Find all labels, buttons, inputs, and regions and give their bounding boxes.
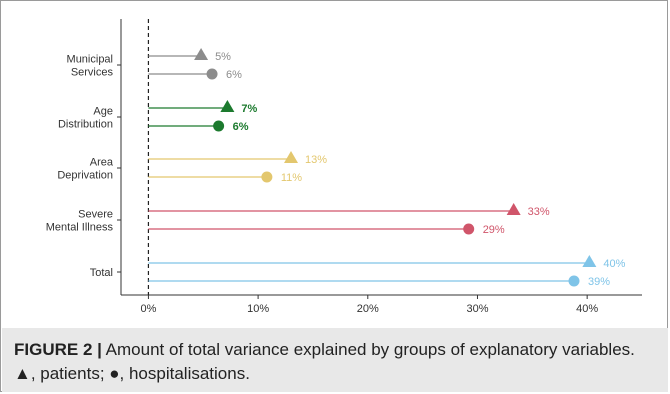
category-label: Area Deprivation: [57, 157, 114, 182]
x-tick-label: 30%: [466, 303, 488, 315]
category-label: Total: [90, 267, 113, 279]
triangle-marker: [582, 255, 597, 267]
triangle-marker: [194, 48, 209, 60]
x-tick-label: 10%: [247, 303, 269, 315]
figure-caption: FIGURE 2 | Amount of total variance expl…: [14, 338, 654, 386]
caption-text: Amount of total variance explained by gr…: [14, 340, 635, 383]
category-label-line: Age: [93, 106, 113, 118]
axes: 0% 10% 20% 30% 40% Municipal Services Age Distri…: [46, 19, 642, 315]
x-tick-label: 0%: [140, 303, 156, 315]
category-label-line: Deprivation: [57, 170, 113, 182]
category-label-line: Distribution: [58, 119, 113, 131]
value-label: 33%: [528, 206, 550, 218]
category-label-line: Municipal: [67, 54, 113, 66]
triangle-marker: [506, 203, 521, 215]
value-label: 39%: [588, 276, 610, 288]
figure-label: FIGURE 2 |: [14, 340, 102, 359]
value-label: 6%: [226, 69, 242, 81]
category-label-line: Area: [90, 157, 114, 169]
category-label-line: Services: [71, 67, 114, 79]
value-label: 11%: [281, 172, 302, 184]
triangle-marker: [220, 100, 235, 112]
category-label: Municipal Services: [67, 54, 114, 79]
category-label-line: Total: [90, 267, 113, 279]
x-tick-label: 20%: [357, 303, 379, 315]
value-label: 7%: [241, 103, 257, 115]
category-label: Severe Mental Illness: [46, 209, 114, 234]
chart: 0% 10% 20% 30% 40% Municipal Services Age Distri…: [46, 19, 642, 315]
circle-marker: [213, 120, 225, 132]
chart-marks: 5% 6% 7% 6% 13%11% 33% 29% 40% 39%: [148, 48, 626, 288]
category-label-line: Mental Illness: [46, 222, 114, 234]
value-label: 5%: [215, 51, 231, 63]
circle-marker: [261, 171, 273, 183]
category-label: Age Distribution: [58, 106, 113, 131]
triangle-marker: [284, 151, 299, 163]
circle-marker: [206, 68, 218, 80]
circle-marker: [568, 275, 580, 287]
value-label: 29%: [483, 224, 505, 236]
value-label: 40%: [603, 258, 625, 270]
value-label: 6%: [233, 121, 249, 133]
x-tick-label: 40%: [576, 303, 598, 315]
category-label-line: Severe: [78, 209, 113, 221]
circle-marker: [463, 223, 475, 235]
caption-panel: FIGURE 2 | Amount of total variance expl…: [2, 328, 668, 392]
value-label: 13%: [305, 154, 327, 166]
